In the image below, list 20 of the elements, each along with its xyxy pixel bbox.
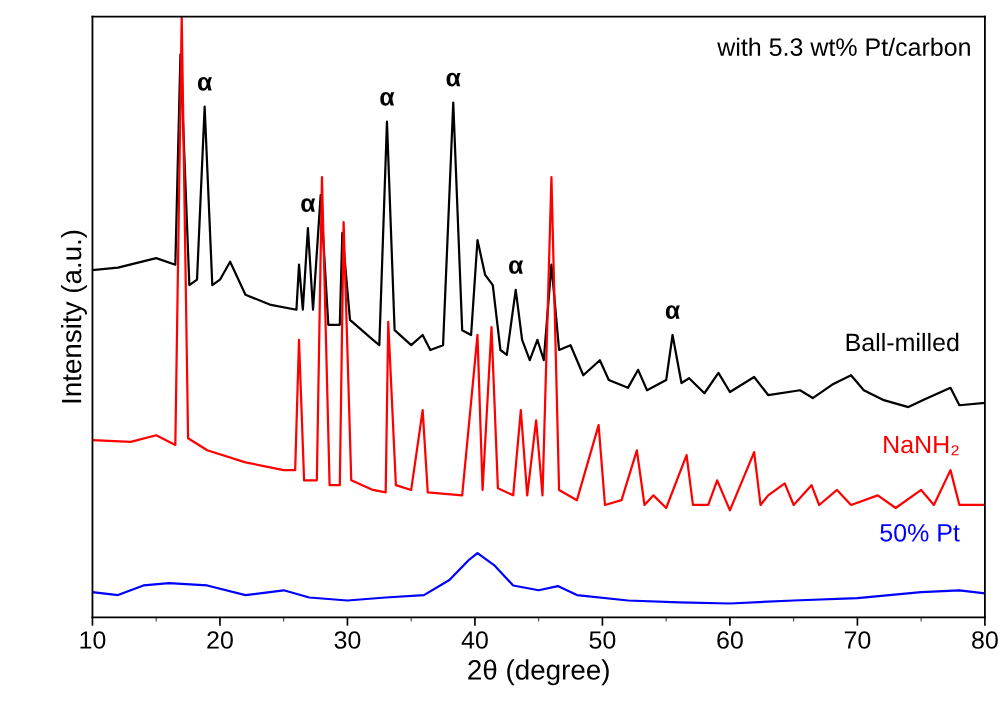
x-tick-label: 50 bbox=[589, 631, 616, 649]
annotation: α bbox=[509, 260, 524, 274]
x-tick-label: 20 bbox=[207, 631, 233, 649]
annotation: α bbox=[446, 72, 461, 87]
series-label: 50% Pt bbox=[880, 523, 960, 542]
annotation: α bbox=[197, 76, 213, 91]
annotation: α bbox=[665, 305, 680, 319]
x-tick-label: 60 bbox=[717, 631, 743, 649]
annotation: with 5.3 wt% Pt/carbon bbox=[717, 37, 970, 56]
series-label: Ball-milled bbox=[846, 332, 959, 352]
annotation: α bbox=[301, 198, 316, 212]
series-label: NaNH₂ bbox=[884, 435, 959, 456]
x-tick-label: 30 bbox=[334, 631, 361, 649]
x-tick-label: 10 bbox=[80, 631, 106, 649]
x-tick-label: 80 bbox=[972, 631, 998, 649]
x-tick-label: 40 bbox=[461, 631, 488, 649]
annotation: α bbox=[380, 91, 395, 106]
x-tick-label: 70 bbox=[844, 631, 871, 649]
x-axis-title: 2θ (degree) bbox=[468, 659, 609, 686]
y-axis-title: Intensity (a.u.) bbox=[61, 230, 87, 403]
